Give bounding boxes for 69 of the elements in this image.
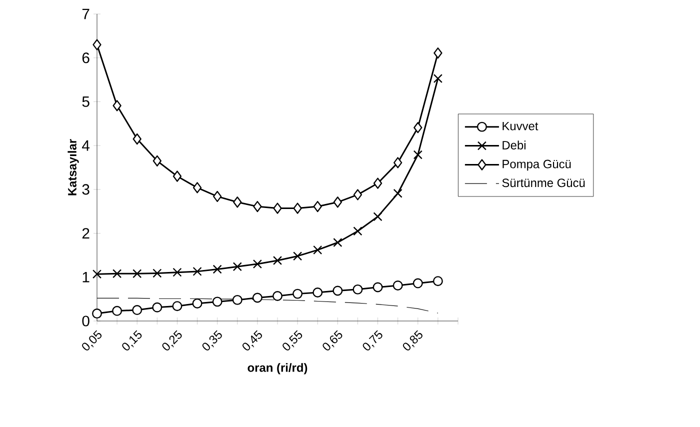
point	[192, 298, 202, 308]
point	[332, 286, 343, 296]
x-tick-label: 0,15	[122, 330, 142, 350]
point	[432, 276, 443, 286]
point	[313, 200, 322, 212]
point	[112, 100, 122, 112]
point	[333, 196, 342, 208]
point	[313, 245, 322, 254]
y-tick-label: 5	[82, 96, 90, 107]
point	[394, 157, 402, 168]
point	[152, 302, 162, 312]
point	[272, 291, 282, 301]
y-tick-label: 2	[82, 228, 90, 238]
point	[292, 288, 303, 299]
point	[253, 200, 262, 212]
point	[92, 39, 102, 50]
point	[414, 122, 422, 134]
point	[293, 202, 302, 214]
point	[132, 133, 142, 145]
point	[213, 190, 222, 202]
y-tick-label: 0	[82, 316, 90, 326]
point	[252, 259, 262, 269]
x-axis-title: oran (ri/rd)	[248, 363, 308, 374]
point	[212, 296, 222, 307]
point	[172, 301, 182, 312]
point	[393, 188, 402, 198]
point	[434, 47, 442, 59]
point	[433, 74, 442, 84]
point	[112, 306, 122, 316]
point	[172, 170, 182, 182]
point	[252, 292, 262, 303]
point	[232, 262, 242, 272]
point	[92, 270, 102, 279]
point	[312, 288, 323, 298]
legend-label: Sürtünme Gücü	[502, 178, 585, 188]
point	[353, 189, 362, 200]
point	[233, 196, 242, 208]
point	[353, 226, 362, 236]
y-axis-title: Katsayılar	[68, 139, 79, 196]
point	[152, 268, 162, 278]
point	[132, 269, 142, 278]
y-tick-label: 1	[82, 272, 90, 282]
point	[192, 182, 202, 194]
legend-label: Debi	[502, 140, 526, 150]
point	[212, 264, 222, 274]
point	[333, 238, 342, 248]
point	[112, 269, 122, 278]
point	[373, 178, 382, 189]
point	[272, 256, 282, 266]
point	[352, 284, 363, 294]
point	[92, 308, 102, 319]
point	[372, 282, 383, 292]
point	[412, 278, 423, 288]
point	[172, 268, 182, 277]
legend-label: Kuvvet	[502, 122, 538, 130]
y-tick-label: 4	[82, 140, 90, 151]
point	[192, 266, 202, 276]
point	[373, 212, 382, 222]
y-tick-label: 6	[82, 52, 90, 64]
point	[232, 294, 242, 305]
y-tick-label: 7	[82, 8, 90, 20]
point	[413, 150, 422, 160]
point	[152, 155, 162, 166]
point	[392, 280, 403, 290]
y-tick-label: 3	[82, 184, 90, 195]
point	[132, 305, 142, 316]
point	[273, 202, 282, 214]
legend-label: Pompa Gücü	[502, 160, 571, 171]
point	[293, 252, 302, 261]
